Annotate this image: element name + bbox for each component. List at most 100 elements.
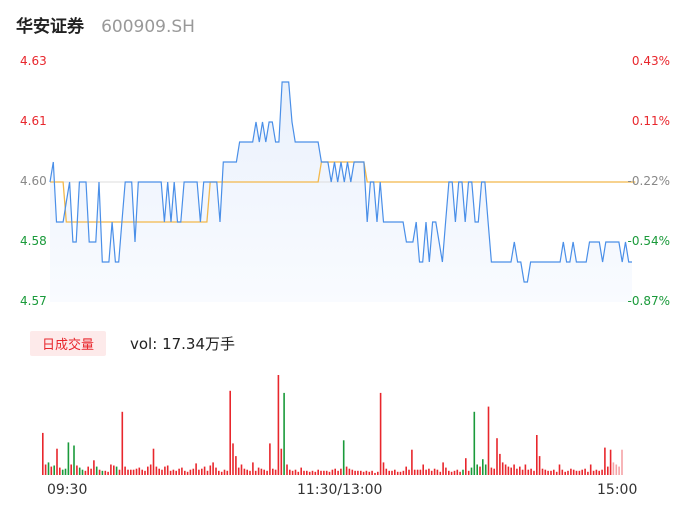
volume-bar [419,469,422,475]
volume-bar [164,466,166,475]
volume-bar [527,469,530,475]
volume-bar [368,471,371,475]
volume-bar [283,392,285,475]
volume-bar [405,466,407,475]
volume-bar [572,469,575,475]
volume-bar [340,468,342,475]
volume-bar [252,462,254,475]
volume-bar [544,469,547,475]
time-tick-label: 09:30 [47,482,88,498]
volume-bar [240,464,243,475]
volume-bar [229,390,231,475]
volume-bar [430,470,433,475]
volume-bar [212,462,214,475]
volume-bar [300,467,302,475]
price-area-fill [50,82,632,302]
volume-bar [127,469,129,475]
volume-bar [365,470,368,475]
volume-bar [490,467,493,475]
volume-bar [118,469,121,475]
volume-bar [425,469,427,475]
volume-bar [144,470,146,475]
percent-tick-label: -0.87% [627,294,670,308]
volume-chart [42,375,623,475]
price-tick-label: 4.61 [20,114,47,128]
volume-bar [95,466,98,475]
volume-bar [237,467,240,475]
volume-bar [450,471,453,475]
volume-bar [453,470,456,475]
volume-bar [473,411,476,475]
volume-bar [408,469,410,475]
volume-bar [362,471,365,475]
volume-bar [402,470,405,475]
volume-bar [155,466,158,475]
volume-bar [428,468,430,475]
volume-bar [394,469,396,475]
volume-bar [357,470,359,475]
volume-bar [493,468,495,475]
volume-bar [564,471,566,475]
volume-bar [462,469,464,475]
volume-bar [547,470,549,475]
volume-bar [510,467,512,475]
volume-bar [442,462,444,475]
volume-bar [135,468,138,475]
volume-bar [76,465,78,475]
volume-bar [235,456,237,475]
volume-bar [476,464,478,475]
volume-bar [147,466,149,475]
volume-bar [465,458,467,475]
volume-bar [184,470,186,475]
volume-bar [158,468,160,475]
volume-bar [538,456,541,475]
volume-bar [50,466,53,475]
volume-bar [456,469,459,475]
volume-bar [314,471,317,475]
percent-tick-label: 0.43% [631,54,670,68]
volume-bar [530,468,532,475]
stock-name: 华安证券 [16,17,84,37]
volume-bar [61,469,64,475]
volume-bar [323,470,325,475]
volume-bar [328,471,331,475]
volume-bar [360,470,362,475]
volume-bar [206,470,209,475]
volume-bar [377,471,379,475]
volume-bar [385,468,388,475]
volume-bar [501,462,504,475]
volume-bar [220,471,223,475]
volume-bar [272,468,274,475]
volume-bar [516,468,518,475]
volume-bar [73,445,75,475]
volume-bar [448,470,450,475]
volume-bar [201,468,203,475]
volume-bar [226,470,229,475]
volume-bar [459,471,461,475]
volume-bar [561,469,564,475]
volume-bar [317,469,319,475]
volume-bar [621,449,623,475]
volume-bar [536,435,538,475]
volume-bar [411,449,413,475]
volume-bar [294,469,297,475]
volume-bar [311,470,314,475]
volume-bar [175,470,177,475]
volume-bar [325,470,328,475]
percent-tick-label: 0.11% [631,114,670,128]
volume-bar [64,468,67,475]
volume-bar [138,467,141,475]
volume-bar [482,459,484,475]
volume-bar [533,470,535,475]
volume-bar [334,468,336,475]
volume-bar [260,468,263,475]
volume-bar [354,470,356,475]
volume-bar [113,465,115,475]
volume-bar [289,469,291,475]
volume-bar [504,464,507,475]
volume-bar [44,464,47,475]
volume-bar [507,466,510,475]
volume-bar [604,447,606,475]
volume-bar [232,443,234,475]
